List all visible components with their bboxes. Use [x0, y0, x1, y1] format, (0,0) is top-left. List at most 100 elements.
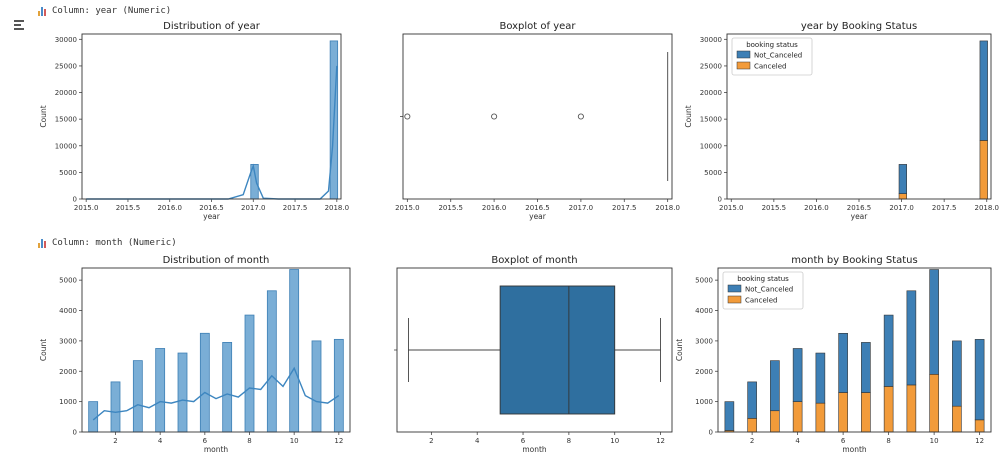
bar-not-canceled	[747, 381, 757, 419]
x-tick-label: 2017.0	[889, 204, 914, 212]
bar-canceled	[929, 373, 939, 433]
outlier-point	[404, 113, 411, 120]
x-tick-label: 2018.0	[325, 204, 350, 212]
bar-not-canceled	[838, 332, 848, 393]
plot-frame	[717, 267, 992, 433]
y-tick-label: 20000	[55, 89, 77, 97]
y-tick-label: 10000	[700, 142, 722, 150]
histogram-bar	[222, 342, 233, 433]
histogram-bar	[110, 381, 121, 433]
y-tick-label: 1000	[59, 398, 77, 406]
section-header-year: Column: year (Numeric)	[38, 6, 171, 16]
y-tick-label: 30000	[700, 36, 722, 44]
kde-line	[92, 366, 340, 421]
bar-canceled	[898, 193, 907, 200]
x-tick-label: 2016.0	[482, 204, 507, 212]
x-tick-label: 2018.0	[655, 204, 680, 212]
plot-frame	[726, 33, 992, 200]
x-tick-label: 6	[521, 437, 526, 445]
x-axis-label: year	[851, 212, 869, 221]
legend-swatch-not-canceled	[727, 284, 742, 293]
plot-frame	[81, 267, 351, 433]
chart-title: Distribution of month	[163, 255, 270, 266]
x-tick-label: 6	[841, 437, 846, 445]
x-tick-label: 4	[795, 437, 800, 445]
y-tick-label: 3000	[695, 337, 713, 345]
x-tick-label: 2015.0	[719, 204, 744, 212]
x-tick-label: 2	[750, 437, 754, 445]
plot-frame	[396, 267, 673, 433]
bar-chart-icon	[38, 6, 47, 16]
y-axis-label: Count	[684, 105, 693, 127]
x-tick-label: 2016.5	[199, 204, 224, 212]
section-title: Column: month (Numeric)	[52, 238, 177, 248]
y-tick-label: 20000	[700, 89, 722, 97]
x-tick-label: 2017.5	[932, 204, 957, 212]
y-tick-label: 0	[718, 196, 722, 204]
bar-canceled	[906, 384, 917, 433]
y-tick-label: 25000	[55, 62, 77, 70]
bar-canceled	[979, 140, 988, 200]
histogram-bar	[266, 290, 277, 433]
bar-chart-icon	[38, 238, 47, 248]
chart-title: year by Booking Status	[801, 21, 917, 32]
x-axis-label: month	[204, 445, 229, 454]
histogram-bar	[132, 360, 143, 433]
legend-title: booking status	[746, 41, 798, 49]
chart-title: Boxplot of month	[491, 255, 577, 266]
histogram-bar	[199, 332, 210, 433]
x-axis-label: year	[203, 212, 221, 221]
x-tick-label: 2015.5	[116, 204, 141, 212]
x-tick-label: 8	[886, 437, 890, 445]
y-axis-label: Count	[39, 339, 48, 361]
x-tick-label: 12	[975, 437, 984, 445]
x-axis-label: year	[529, 212, 547, 221]
y-tick-label: 25000	[700, 62, 722, 70]
legend-label: Not_Canceled	[745, 286, 793, 294]
bar-not-canceled	[898, 164, 907, 194]
y-tick-label: 5000	[59, 277, 77, 285]
chart-title: Boxplot of year	[499, 21, 576, 32]
section-title: Column: year (Numeric)	[52, 6, 172, 16]
outlier-point	[577, 113, 584, 120]
x-tick-label: 4	[475, 437, 480, 445]
outlier-point	[491, 113, 498, 120]
bar-not-canceled	[724, 401, 735, 431]
bar-not-canceled	[929, 269, 939, 375]
histogram-bar	[177, 352, 188, 433]
bar-not-canceled	[770, 360, 780, 412]
x-tick-label: 2016.0	[157, 204, 182, 212]
histogram-bar	[311, 340, 322, 433]
x-axis-label: month	[522, 445, 547, 454]
plot-frame	[81, 33, 342, 200]
x-tick-label: 2	[429, 437, 433, 445]
y-axis-label: Count	[39, 105, 48, 127]
bar-canceled	[861, 392, 871, 433]
bar-canceled	[838, 392, 848, 433]
y-tick-label: 5000	[695, 277, 713, 285]
bar-canceled	[815, 402, 826, 433]
y-tick-label: 0	[73, 429, 77, 437]
x-tick-label: 2015.5	[762, 204, 787, 212]
y-tick-label: 4000	[695, 307, 713, 315]
x-tick-label: 2017.5	[612, 204, 637, 212]
x-tick-label: 4	[158, 437, 163, 445]
x-tick-label: 12	[656, 437, 665, 445]
y-tick-label: 15000	[55, 116, 77, 124]
bar-canceled	[974, 419, 985, 433]
y-tick-label: 4000	[59, 307, 77, 315]
histogram-bar	[244, 314, 255, 433]
x-tick-label: 2016.5	[525, 204, 550, 212]
bar-not-canceled	[815, 352, 826, 404]
section-header-month: Column: month (Numeric)	[38, 238, 177, 248]
chart-title: month by Booking Status	[791, 255, 917, 266]
y-tick-label: 10000	[55, 142, 77, 150]
histogram-bar	[333, 338, 344, 433]
expand-output-icon[interactable]	[14, 20, 26, 30]
x-tick-label: 8	[247, 437, 251, 445]
x-axis-label: month	[842, 445, 867, 454]
histogram-bar	[289, 269, 300, 433]
legend-swatch-canceled	[736, 61, 751, 70]
bar-not-canceled	[883, 314, 894, 387]
